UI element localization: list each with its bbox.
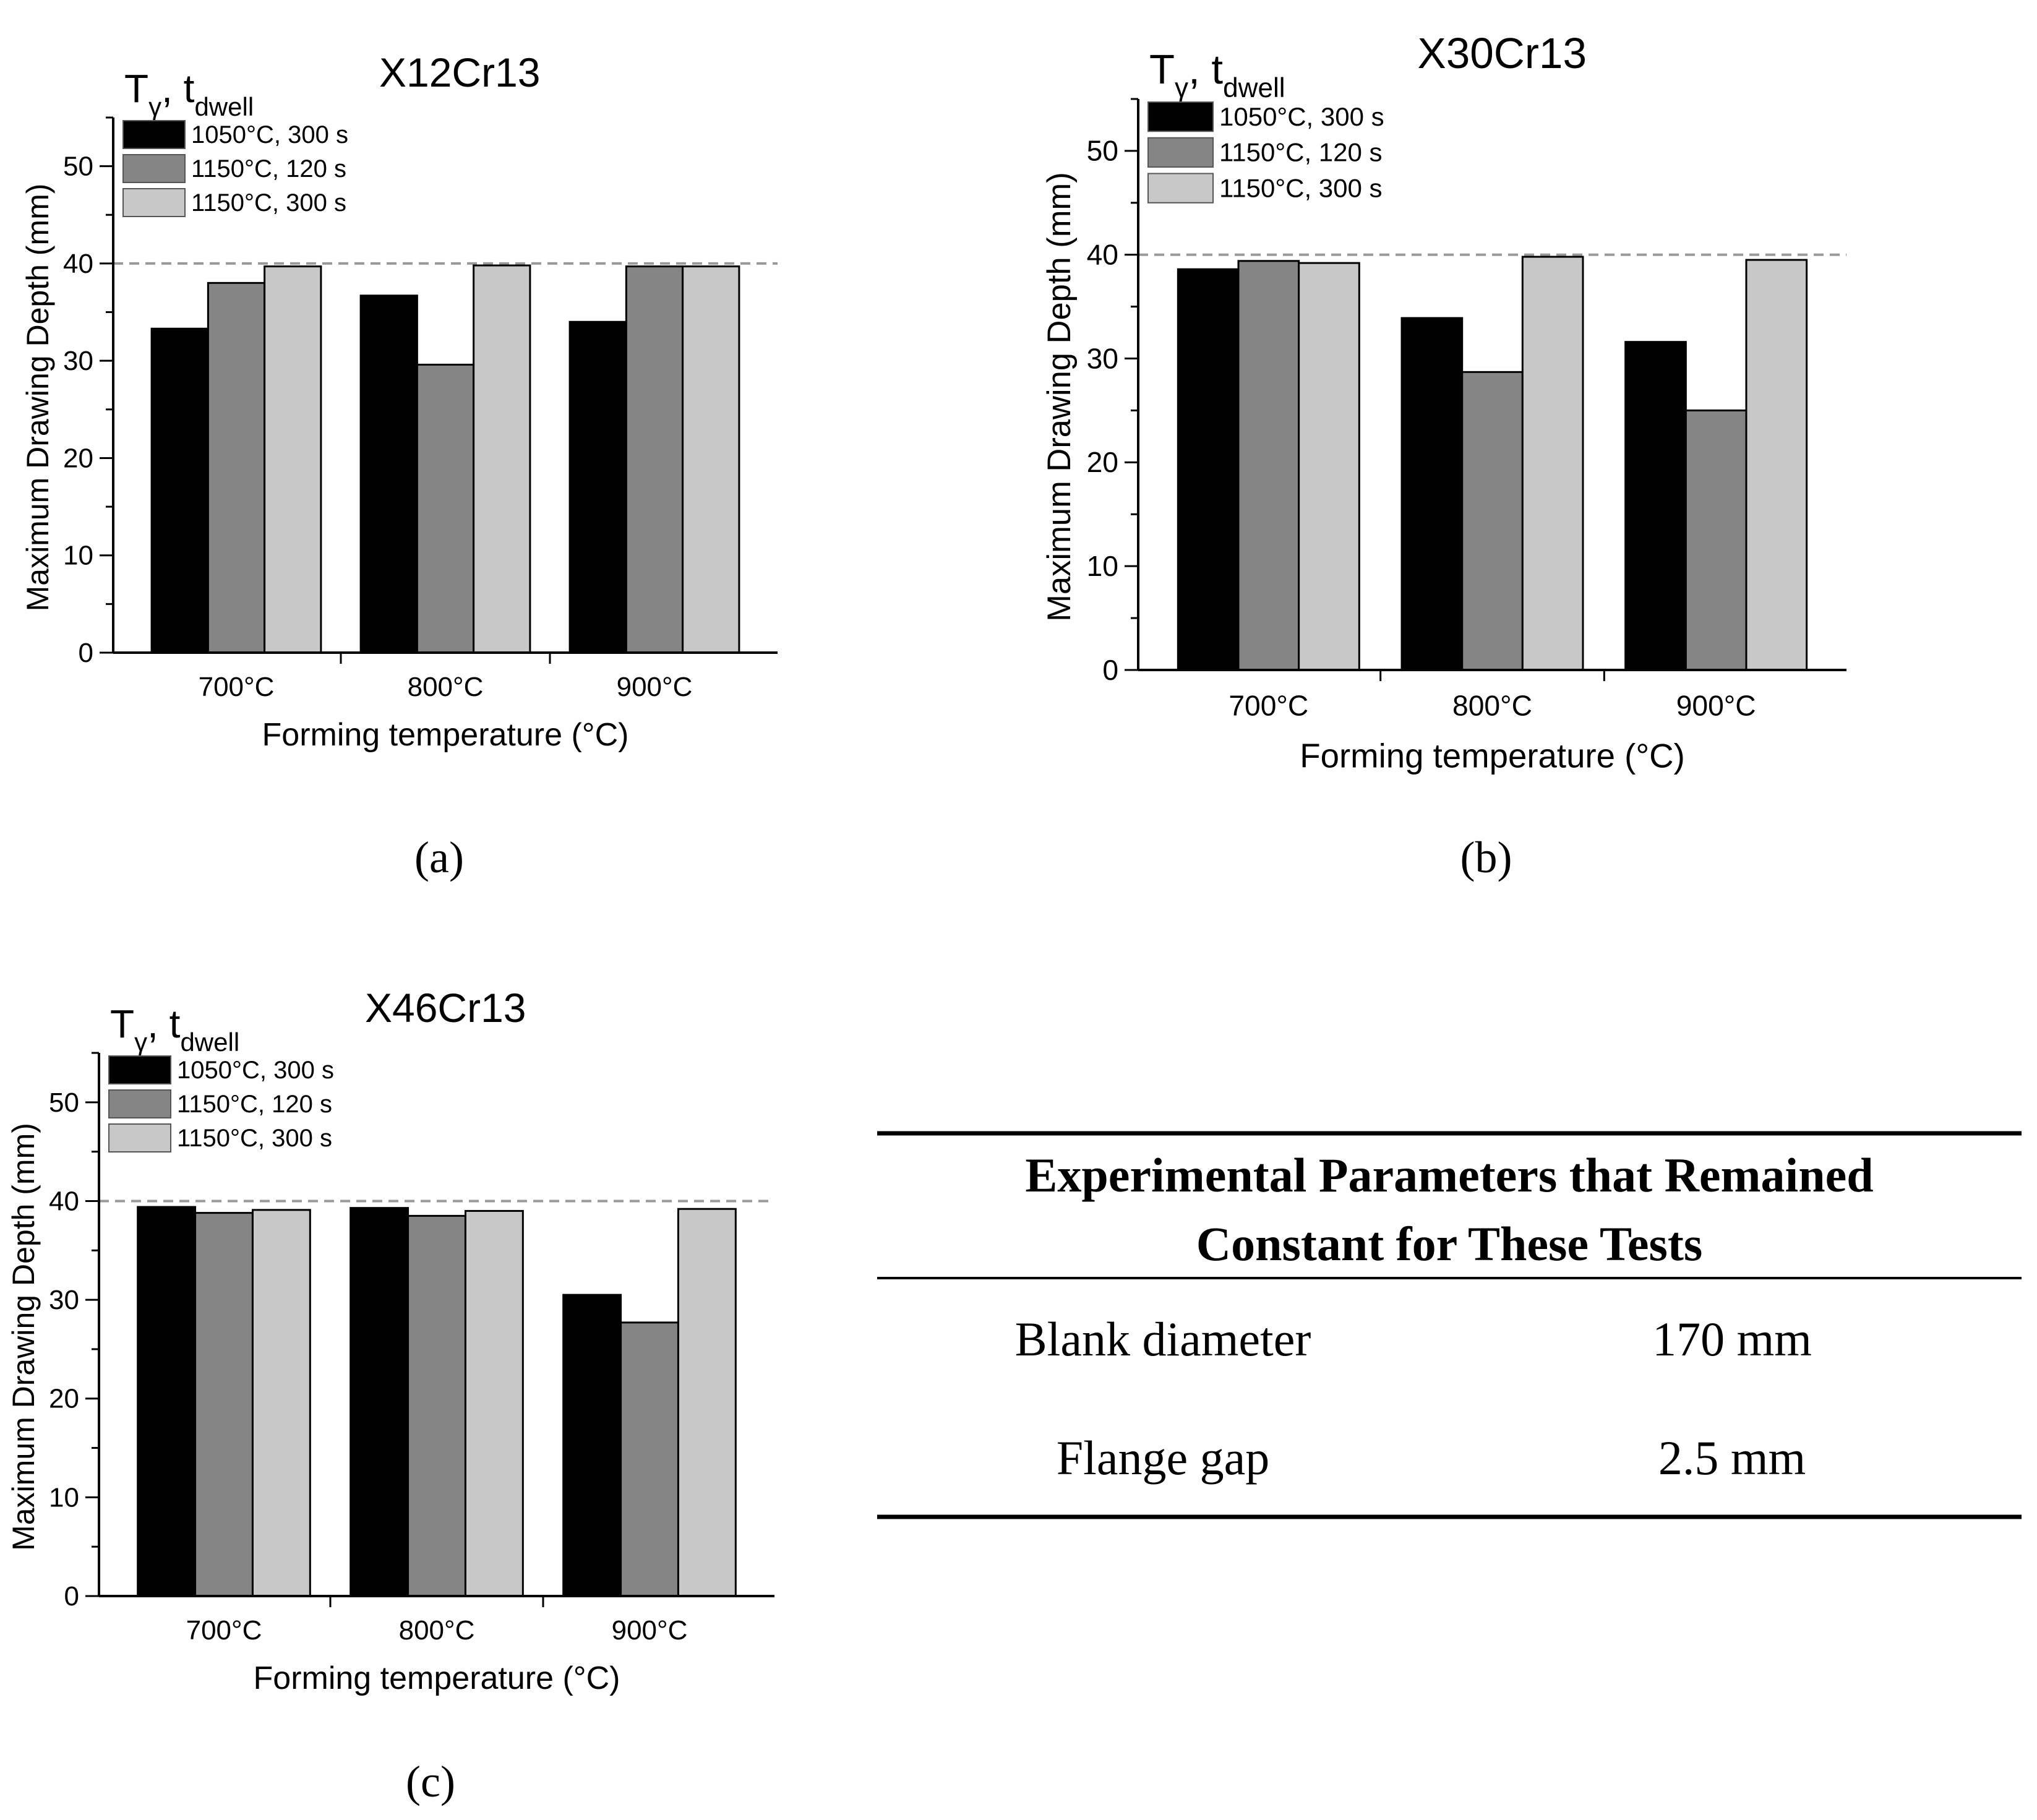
table-title-line-2: Constant for These Tests bbox=[1196, 1217, 1702, 1271]
legend-label: 1050°C, 300 s bbox=[191, 121, 348, 148]
bar bbox=[1461, 371, 1524, 671]
y-tick-label: 20 bbox=[63, 443, 93, 473]
y-axis-title: Maximum Drawing Depth (mm) bbox=[20, 184, 55, 612]
x-axis-title: Forming temperature (°C) bbox=[1300, 737, 1685, 775]
x-axis-title: Forming temperature (°C) bbox=[254, 1660, 620, 1696]
y-tick-label: 30 bbox=[1087, 342, 1118, 374]
legend-swatch bbox=[1147, 173, 1214, 204]
x-tick-label: 800°C bbox=[399, 1615, 475, 1646]
x-tick-label: 700°C bbox=[199, 672, 275, 702]
bar bbox=[359, 294, 418, 654]
bar bbox=[416, 363, 475, 654]
legend-title: Tγ, tdwell bbox=[124, 66, 254, 121]
bar bbox=[682, 265, 740, 654]
y-tick-label: 10 bbox=[49, 1482, 79, 1513]
x-tick-label: 900°C bbox=[617, 672, 693, 702]
y-tick-label: 10 bbox=[1087, 550, 1118, 582]
bar bbox=[264, 265, 322, 654]
bar bbox=[473, 264, 531, 654]
y-tick-label: 20 bbox=[49, 1384, 79, 1414]
legend-label: 1050°C, 300 s bbox=[177, 1057, 334, 1084]
x-tick-label: 700°C bbox=[1229, 690, 1308, 722]
chart-title: X30Cr13 bbox=[1418, 29, 1587, 77]
bar bbox=[150, 327, 209, 654]
y-tick-label: 50 bbox=[1087, 135, 1118, 167]
table-row-value: 2.5 mm bbox=[1658, 1431, 1806, 1485]
y-tick-label: 50 bbox=[63, 152, 93, 182]
legend-label: 1150°C, 120 s bbox=[177, 1091, 332, 1118]
y-tick-label: 40 bbox=[63, 249, 93, 279]
bar bbox=[677, 1208, 737, 1597]
chart-x12cr13: 700°C 800°C 900°C 0 10 20 30 40 50 Forming temper… bbox=[20, 49, 778, 882]
legend-label: 1150°C, 300 s bbox=[191, 189, 346, 217]
y-tick-label: 30 bbox=[49, 1285, 79, 1315]
bar bbox=[464, 1209, 524, 1597]
bar bbox=[350, 1207, 410, 1597]
legend-label: 1150°C, 120 s bbox=[1219, 138, 1383, 167]
bar bbox=[1237, 260, 1300, 671]
bar bbox=[1177, 268, 1240, 671]
table-row-value: 170 mm bbox=[1652, 1312, 1812, 1366]
bar bbox=[194, 1212, 254, 1597]
y-tick-label: 10 bbox=[63, 541, 93, 571]
legend-swatch bbox=[122, 188, 186, 217]
bar bbox=[620, 1321, 679, 1597]
bar bbox=[251, 1209, 311, 1597]
panel-label: (c) bbox=[406, 1757, 455, 1806]
x-axis-title: Forming temperature (°C) bbox=[262, 717, 629, 753]
legend-swatch bbox=[122, 120, 186, 149]
chart-x46cr13: 700°C 800°C 900°C 0 10 20 30 40 50 Forming temper… bbox=[6, 985, 774, 1806]
x-tick-label: 800°C bbox=[1452, 690, 1532, 722]
legend-swatch bbox=[1147, 101, 1214, 132]
y-tick-label: 40 bbox=[1087, 238, 1118, 270]
bar bbox=[562, 1294, 622, 1597]
legend-label: 1150°C, 120 s bbox=[191, 155, 346, 182]
y-axis-title: Maximum Drawing Depth (mm) bbox=[1041, 172, 1078, 621]
legend-swatch bbox=[108, 1123, 171, 1153]
chart-x30cr13: 700°C 800°C 900°C 0 10 20 30 40 50 Forming temper… bbox=[1041, 29, 1846, 882]
legend-title: Tγ, tdwell bbox=[110, 1002, 239, 1057]
y-tick-label: 40 bbox=[49, 1186, 79, 1216]
bar bbox=[407, 1214, 466, 1597]
bar bbox=[207, 281, 266, 654]
chart-title: X12Cr13 bbox=[379, 49, 541, 95]
bar bbox=[568, 320, 627, 654]
y-tick-label: 0 bbox=[1102, 654, 1118, 686]
legend-swatch bbox=[1147, 137, 1214, 168]
y-tick-label: 20 bbox=[1087, 446, 1118, 478]
legend-swatch bbox=[108, 1055, 171, 1084]
legend-label: 1050°C, 300 s bbox=[1219, 102, 1384, 131]
panel-label: (a) bbox=[414, 833, 464, 882]
x-tick-label: 900°C bbox=[1676, 690, 1756, 722]
x-tick-label: 900°C bbox=[612, 1615, 688, 1646]
table-title-line-1: Experimental Parameters that Remained bbox=[1025, 1148, 1873, 1202]
parameters-table: Experimental Parameters that Remained Co… bbox=[877, 1131, 2022, 1519]
table-row-label: Flange gap bbox=[1057, 1431, 1269, 1485]
legend-label: 1150°C, 300 s bbox=[177, 1125, 332, 1152]
panel-label: (b) bbox=[1460, 833, 1512, 882]
legend-swatch bbox=[122, 154, 186, 183]
bar bbox=[1400, 317, 1464, 671]
legend-label: 1150°C, 300 s bbox=[1219, 173, 1383, 202]
y-tick-label: 0 bbox=[64, 1581, 79, 1612]
bar bbox=[1745, 259, 1808, 671]
chart-title: X46Cr13 bbox=[365, 985, 526, 1031]
y-tick-label: 50 bbox=[49, 1088, 79, 1118]
bar bbox=[1298, 262, 1360, 671]
table-row-label: Blank diameter bbox=[1015, 1312, 1311, 1366]
y-axis-title: Maximum Drawing Depth (mm) bbox=[6, 1123, 41, 1551]
bar bbox=[137, 1206, 197, 1597]
legend-swatch bbox=[108, 1089, 171, 1118]
y-tick-label: 30 bbox=[63, 346, 93, 376]
bar bbox=[1521, 255, 1584, 671]
x-tick-label: 800°C bbox=[408, 672, 484, 702]
x-tick-label: 700°C bbox=[186, 1615, 262, 1646]
bar bbox=[1684, 409, 1748, 671]
bar bbox=[1624, 341, 1687, 671]
y-tick-label: 0 bbox=[79, 638, 93, 668]
legend-title: Tγ, tdwell bbox=[1149, 46, 1285, 103]
bar bbox=[625, 265, 684, 654]
